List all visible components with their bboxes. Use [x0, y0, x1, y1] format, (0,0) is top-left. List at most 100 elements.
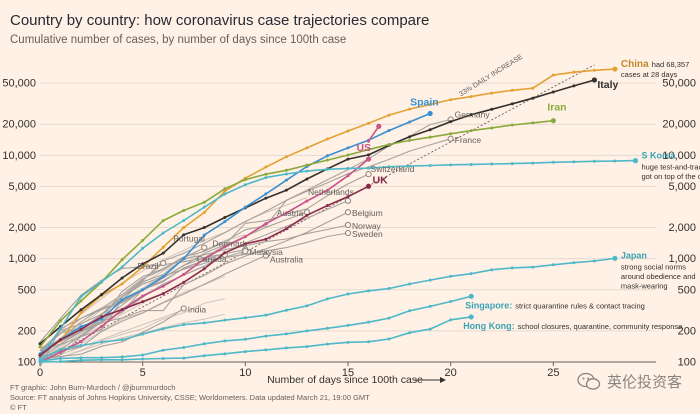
series-point: [202, 354, 206, 358]
reference-line-label: 33% DAILY INCREASE: [458, 53, 524, 98]
series-label-netherlands: Netherlands: [308, 187, 354, 197]
series-point: [531, 96, 535, 100]
series-point: [79, 339, 83, 343]
series-point: [161, 284, 165, 288]
series-point: [284, 211, 288, 215]
series-end-marker: [262, 252, 269, 259]
series-label-france: France: [455, 135, 482, 145]
series-point: [305, 329, 309, 333]
series-point: [79, 358, 83, 362]
series-point: [592, 159, 596, 163]
series-label-us: US: [357, 142, 372, 154]
series-point: [449, 163, 453, 167]
y-tick-label-right: 20,000: [662, 119, 696, 131]
series-point: [408, 138, 412, 142]
x-axis-arrow-head: [440, 377, 446, 383]
series-point: [264, 172, 268, 176]
series-point: [161, 231, 165, 235]
series-point: [346, 323, 350, 327]
series-point: [428, 103, 432, 107]
series-label-singapore: Singapore:: [465, 300, 512, 310]
series-point: [449, 299, 453, 303]
series-point: [428, 304, 432, 308]
series-label-iran: Iran: [547, 102, 566, 114]
series-point: [59, 327, 63, 331]
series-point: [325, 154, 329, 158]
series-point: [161, 245, 165, 249]
series-point: [182, 272, 186, 276]
series-point: [346, 129, 350, 133]
series-label-china: China: [621, 59, 649, 70]
series-point: [428, 128, 432, 132]
series-point: [428, 327, 432, 331]
series-point: [182, 346, 186, 350]
series-point: [182, 209, 186, 213]
series-point: [243, 178, 247, 182]
series-line-india: [39, 307, 185, 360]
series-end-dot: [468, 314, 474, 320]
series-point: [243, 316, 247, 320]
series-point: [490, 107, 494, 111]
series-end-dot: [365, 183, 372, 189]
series-point: [243, 235, 247, 239]
series-point: [305, 177, 309, 181]
series-point: [284, 168, 288, 172]
series-point: [325, 188, 329, 192]
x-tick-label: 25: [547, 367, 559, 379]
series-point: [182, 280, 186, 284]
series-point: [408, 282, 412, 286]
series-point: [387, 165, 391, 169]
series-point: [510, 123, 514, 127]
series-point: [182, 356, 186, 360]
series-point: [79, 308, 83, 312]
series-point: [325, 204, 329, 208]
y-tick-label-left: 500: [18, 284, 36, 296]
series-point: [182, 233, 186, 237]
background-series-line: [39, 234, 246, 355]
y-tick-label-right: 50,000: [662, 78, 696, 90]
series-point: [428, 163, 432, 167]
y-tick-label-left: 100: [18, 357, 36, 369]
series-point: [449, 120, 453, 124]
annotation-japan-2: around obedience and: [621, 272, 696, 281]
series-point: [572, 160, 576, 164]
series-point: [79, 299, 83, 303]
series-point: [305, 163, 309, 167]
annotation-japan-1: strong social norms: [621, 262, 686, 271]
y-tick-label-right: 100: [678, 357, 696, 369]
series-point: [305, 199, 309, 203]
series-point: [182, 219, 186, 223]
series-point: [243, 337, 247, 341]
series-point: [141, 332, 145, 336]
series-line-austria: [39, 211, 308, 361]
annotation-japan-3: mask-wearing: [621, 281, 668, 290]
series-point: [141, 288, 145, 292]
x-tick-label: 5: [140, 367, 146, 379]
series-label-portugal: Portugal: [173, 234, 205, 244]
series-point: [387, 128, 391, 132]
series-point: [100, 358, 104, 362]
series-point: [387, 142, 391, 146]
series-point: [120, 298, 124, 302]
series-point: [59, 348, 63, 352]
series-point: [469, 113, 473, 117]
series-point: [79, 295, 83, 299]
series-point: [408, 120, 412, 124]
series-end-marker: [242, 248, 249, 255]
series-end-marker: [344, 221, 352, 229]
series-point: [264, 192, 268, 196]
series-point: [120, 276, 124, 280]
series-point: [531, 121, 535, 125]
series-point: [305, 169, 309, 173]
series-point: [100, 292, 104, 296]
series-point: [592, 259, 596, 263]
series-point: [59, 357, 63, 361]
series-point: [182, 257, 186, 261]
series-point: [202, 233, 206, 237]
series-point: [264, 196, 268, 200]
series-label-uk: UK: [373, 174, 389, 186]
series-line-iran: [39, 119, 554, 348]
series-line-portugal: [39, 247, 205, 358]
series-label-hong-kong: Hong Kong:: [463, 321, 514, 331]
series-point: [100, 280, 104, 284]
